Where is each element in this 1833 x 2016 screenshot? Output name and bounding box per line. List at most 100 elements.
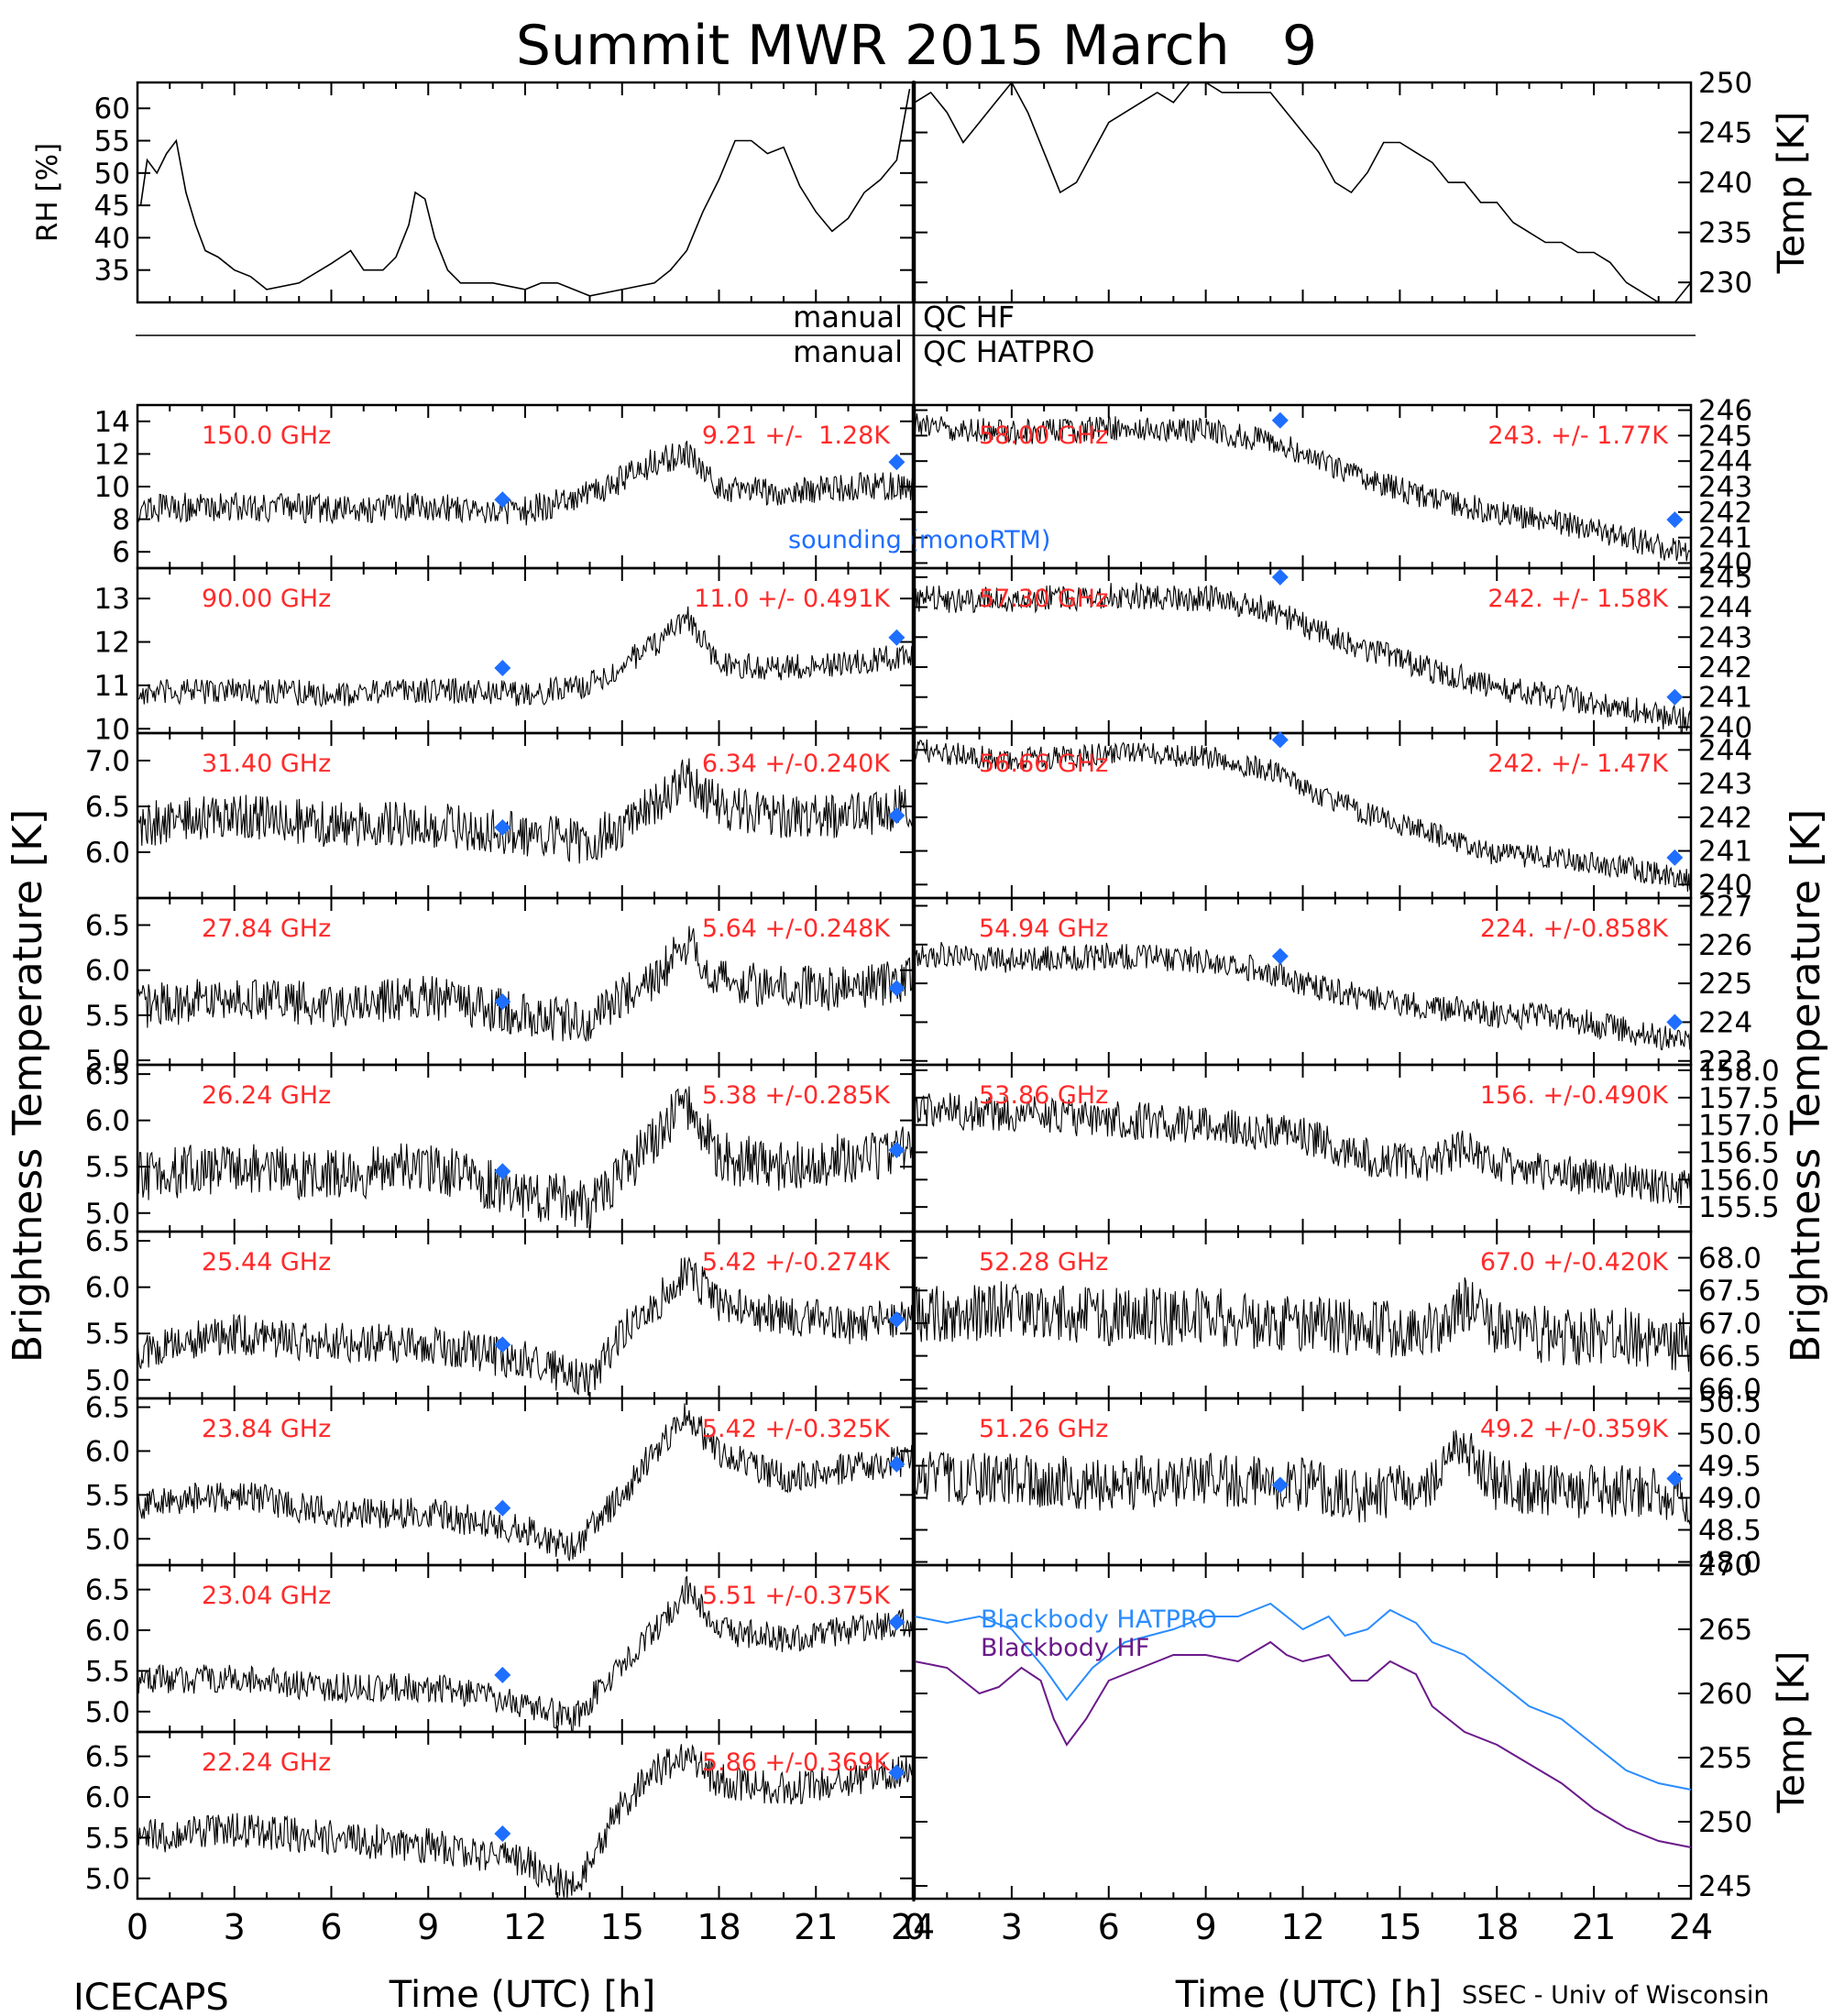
y-tick-label: 6.5 (85, 1392, 130, 1425)
channel-label: 51.26 GHz (979, 1415, 1108, 1443)
sounding-marker (888, 1455, 906, 1473)
series-line-hat_22 (137, 1744, 914, 1900)
y-tick-label: 245 (1698, 117, 1752, 150)
y-tick-label: 242 (1698, 652, 1752, 685)
x-tick-label: 24 (1669, 1907, 1713, 1947)
y-tick-label: 12 (94, 438, 130, 471)
channel-stats: 242. +/- 1.58K (1487, 585, 1669, 613)
channel-label: 25.44 GHz (202, 1248, 331, 1276)
channel-stats: 5.42 +/-0.325K (702, 1415, 891, 1443)
x-tick-label: 0 (904, 1907, 926, 1947)
y-tick-label: 230 (1698, 267, 1752, 300)
series-line-hat_27 (137, 926, 914, 1043)
sounding-marker (494, 1163, 511, 1180)
channel-label: 90.00 GHz (202, 585, 331, 613)
y-tick-label: 49.5 (1698, 1451, 1762, 1484)
channel-stats: 6.34 +/-0.240K (702, 750, 891, 778)
y-tick-label: 242 (1698, 497, 1752, 530)
y-tick-label: 255 (1698, 1742, 1752, 1775)
x-tick-label: 6 (320, 1907, 342, 1947)
y-tick-label: 158.0 (1698, 1055, 1780, 1088)
y-tick-label: 260 (1698, 1678, 1752, 1711)
y-tick-label: 6.5 (85, 1058, 130, 1091)
channel-stats: 49.2 +/-0.359K (1480, 1415, 1669, 1443)
panel-hat_25: 5.0 5.5 6.0 6.5 25.44 GHz 5.42 +/-0.274K (85, 1225, 915, 1400)
panel-hf_51_26: 48.048.549.049.550.050.5 51.26 GHz 49.2 +/… (913, 1386, 1762, 1580)
panel-hat_23_04: 5.0 5.5 6.0 6.5 23.04 GHz 5.51 +/-0.375K (85, 1563, 915, 1734)
series-line-hat_150 (137, 440, 914, 526)
channel-stats: 5.51 +/-0.375K (702, 1582, 891, 1610)
y-tick-label: 224 (1698, 1006, 1752, 1039)
y-tick-label: 240 (1698, 711, 1752, 744)
channel-stats: 5.64 +/-0.248K (702, 915, 891, 943)
sounding-marker (1666, 511, 1684, 529)
x-axis-label-right: Time (UTC) [h] (1175, 1974, 1442, 2016)
channel-label: 53.86 GHz (979, 1081, 1108, 1110)
panel-blackbody: 245 250 255 260 265 270 Blackbody HATPROBlackb… (904, 1550, 1813, 1947)
sounding-marker (1271, 1476, 1289, 1494)
panel-frame (136, 81, 915, 304)
x-tick-label: 18 (1475, 1907, 1519, 1947)
series-line-hat_31 (137, 758, 914, 864)
channel-label: 57.30 GHz (979, 585, 1108, 613)
channel-label: 150.0 GHz (202, 422, 331, 450)
y-tick-label: 240 (1698, 869, 1752, 902)
channel-stats: 156. +/-0.490K (1480, 1081, 1669, 1110)
x-tick-label: 6 (1098, 1907, 1120, 1947)
y-tick-label: 240 (1698, 167, 1752, 200)
channel-stats: 11.0 +/- 0.491K (694, 585, 891, 613)
sounding-marker (494, 1824, 511, 1842)
y-tick-label: 243 (1698, 471, 1752, 504)
channel-label: 22.24 GHz (202, 1748, 331, 1777)
legend-entry: Blackbody HF (981, 1634, 1149, 1662)
y-tick-label: 12 (94, 627, 130, 660)
y-tick-label: 6.5 (85, 1741, 130, 1774)
channel-stats: 224. +/-0.858K (1480, 915, 1669, 943)
sounding-marker (494, 659, 511, 676)
series-line-hat_25 (137, 1256, 914, 1397)
sounding-marker (888, 1614, 906, 1631)
y-tick-label: 5.5 (85, 1000, 130, 1033)
channel-label: 52.28 GHz (979, 1248, 1108, 1276)
legend-entry: Blackbody HATPRO (981, 1605, 1217, 1634)
series-line-hat_23_84 (137, 1403, 914, 1561)
sounding-marker (1666, 688, 1684, 706)
channel-stats: 67.0 +/-0.420K (1480, 1248, 1669, 1276)
panel-hat_22: 5.0 5.5 6.0 6.5 22.24 GHz 5.86 +/-0.369K 0 3 6 9 1… (85, 1730, 935, 1947)
channel-stats: 9.21 +/- 1.28K (702, 422, 891, 450)
y-tick-label: 5.5 (85, 1318, 130, 1351)
channel-label: 56.66 GHz (979, 750, 1108, 778)
channel-label: 27.84 GHz (202, 915, 331, 943)
y-tick-label: 156.0 (1698, 1164, 1780, 1197)
y-tick-label: 244 (1698, 592, 1752, 625)
y-tick-label: 48.5 (1698, 1515, 1762, 1548)
y-tick-label: 227 (1698, 890, 1752, 923)
sounding-marker (888, 1764, 906, 1781)
x-tick-label: 3 (1001, 1907, 1023, 1947)
series-line-hf_51_26 (914, 1430, 1692, 1525)
series-line-hf_58 (914, 413, 1692, 562)
y-tick-label: 68.0 (1698, 1243, 1762, 1276)
channel-label: 23.84 GHz (202, 1415, 331, 1443)
y-tick-label: 265 (1698, 1614, 1752, 1647)
series-line-met_rh (139, 88, 911, 297)
sounding-marker (1666, 849, 1684, 866)
y-tick-label: 245 (1698, 562, 1752, 595)
channel-label: 58.00 GHz (979, 422, 1108, 450)
channel-label: 26.24 GHz (202, 1081, 331, 1110)
panel-met_temp: 230 235 240 245 250 Temp [K] (913, 67, 1813, 304)
y-tick-label: 270 (1698, 1550, 1752, 1583)
y-tick-label: 241 (1698, 522, 1752, 555)
y-tick-label: 242 (1698, 802, 1752, 835)
y-tick-label: 241 (1698, 836, 1752, 869)
sounding-legend: sounding (monoRTM) (788, 526, 1050, 554)
channel-stats: 5.42 +/-0.274K (702, 1248, 891, 1276)
qc-manual-hatpro: manual (793, 334, 903, 369)
y-tick-label: 6.0 (85, 955, 130, 988)
sounding-marker (494, 1499, 511, 1517)
y-tick-label: 7.0 (85, 745, 130, 778)
